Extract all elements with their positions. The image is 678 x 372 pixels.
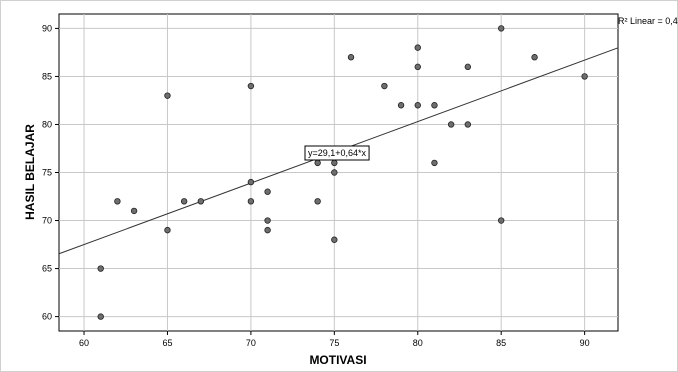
y-tick-label: 75 <box>42 168 52 178</box>
y-tick-label: 70 <box>42 216 52 226</box>
x-tick-label: 80 <box>413 338 423 348</box>
equation-box <box>304 145 370 161</box>
x-axis-title: MOTIVASI <box>309 353 366 367</box>
data-point <box>381 82 388 90</box>
x-tick-label: 70 <box>246 338 256 348</box>
data-point <box>331 169 338 176</box>
x-tick-label: 85 <box>496 338 506 348</box>
data-point <box>130 207 138 215</box>
data-point <box>97 265 104 272</box>
data-point <box>581 73 588 80</box>
data-point <box>197 198 205 205</box>
data-point <box>264 217 271 224</box>
x-tick-label: 90 <box>580 338 590 348</box>
data-point <box>414 63 421 71</box>
y-axis-title: HASIL BELAJAR <box>23 124 37 220</box>
data-point <box>114 198 121 205</box>
data-point <box>247 82 255 90</box>
data-point <box>264 226 271 234</box>
data-point <box>164 92 171 99</box>
x-tick-label: 65 <box>162 338 172 348</box>
data-point <box>331 159 338 167</box>
y-tick-label: 80 <box>42 119 52 129</box>
equation-label: y=29,1+0,64*x <box>308 148 367 158</box>
y-tick-label: 65 <box>42 264 52 274</box>
data-points <box>97 25 588 320</box>
data-point <box>414 44 421 51</box>
data-point <box>497 217 505 224</box>
y-tick-label: 60 <box>42 312 52 322</box>
equation-annotation: y=29,1+0,64*x <box>304 145 370 161</box>
data-point <box>164 226 171 234</box>
data-point <box>347 54 355 61</box>
data-point <box>314 198 321 205</box>
data-point <box>314 159 321 167</box>
y-tick-label: 85 <box>42 71 52 81</box>
data-point <box>264 188 271 195</box>
tick-labels: 60 65 70 75 80 85 90 60 65 70 75 80 85 90 <box>42 23 590 348</box>
y-tick-label: 90 <box>42 23 52 33</box>
data-point <box>531 54 538 61</box>
data-point <box>397 102 405 109</box>
data-point <box>180 198 188 205</box>
data-point <box>247 198 255 205</box>
data-point <box>464 121 472 128</box>
data-point <box>97 313 104 320</box>
grid-lines <box>59 14 618 331</box>
data-point <box>431 159 438 167</box>
data-point <box>414 102 421 109</box>
data-point <box>497 25 505 32</box>
data-point <box>447 121 455 128</box>
data-point <box>464 63 472 71</box>
r2-label: R² Linear = 0,4 <box>618 16 678 26</box>
x-tick-label: 60 <box>79 338 89 348</box>
data-point <box>431 102 438 109</box>
x-tick-label: 75 <box>329 338 339 348</box>
data-point <box>331 236 338 243</box>
data-point <box>247 178 255 186</box>
